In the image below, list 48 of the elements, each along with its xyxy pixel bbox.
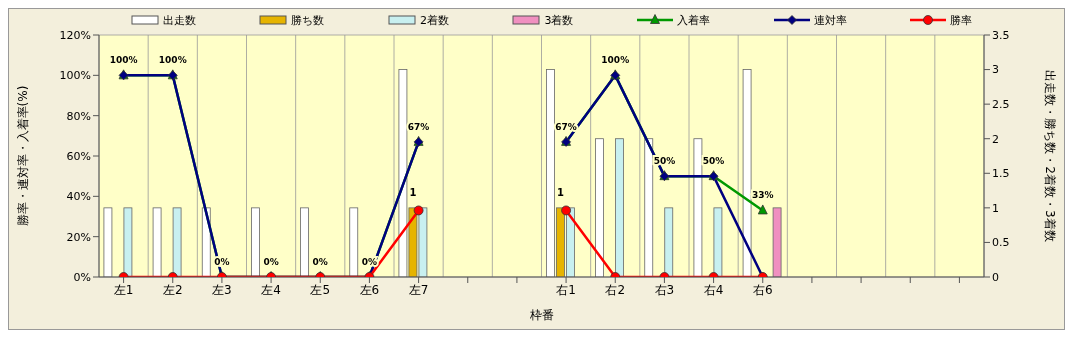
x-tick-label: 左1 (113, 282, 134, 297)
y2-tick-label: 2 (992, 132, 999, 146)
x-tick-label: 左7 (408, 282, 429, 297)
y-tick-label: 40% (66, 190, 91, 204)
x-tick-label: 左2 (162, 282, 183, 297)
y2-tick-label: 1 (992, 201, 999, 215)
x-tick-label: 右1 (556, 282, 576, 297)
data-label: 33% (751, 190, 774, 201)
legend-label: 3着数 (544, 12, 574, 28)
y-tick-label: 120% (59, 28, 91, 42)
y-axis-title: 勝率・連対率・入着率(%) (16, 85, 31, 227)
data-label: 50% (702, 156, 725, 167)
x-tick-label: 左6 (359, 282, 380, 297)
x-tick-label: 左4 (261, 282, 281, 297)
y-tick-label: 100% (59, 69, 91, 83)
data-label: 100% (601, 55, 630, 66)
x-tick-label: 左3 (212, 282, 232, 297)
y2-tick-label: 3.5 (992, 28, 1010, 42)
y2-tick-label: 3 (992, 63, 999, 77)
legend-label: 勝率 (950, 12, 973, 28)
data-label: 0% (312, 257, 328, 267)
data-label: 100% (158, 55, 187, 66)
y-tick-label: 20% (66, 230, 91, 244)
y2-tick-label: 2.5 (992, 98, 1010, 112)
x-axis-title: 枠番 (528, 308, 554, 322)
y-tick-label: 60% (66, 149, 91, 163)
data-label: 1 (409, 186, 417, 198)
legend-label: 出走数 (162, 12, 196, 28)
data-label: 67% (555, 121, 577, 132)
y2-tick-label: 0 (992, 270, 999, 284)
legend-label: 勝ち数 (291, 12, 325, 28)
y2-axis-title: 出走数・勝ち数・2着数・3着数 (1042, 70, 1057, 242)
y2-tick-label: 0.5 (992, 236, 1010, 250)
x-tick-label: 右6 (752, 282, 773, 297)
legend-label: 2着数 (419, 12, 449, 28)
data-label: 0% (263, 257, 279, 267)
data-label: 67% (407, 121, 430, 132)
y2-tick-label: 1.5 (992, 167, 1010, 181)
x-tick-label: 右2 (605, 282, 626, 297)
y-tick-label: 80% (66, 109, 91, 123)
data-label: 100% (109, 55, 138, 66)
legend-label: 連対率 (813, 12, 847, 28)
y-tick-label: 0% (73, 270, 91, 284)
x-tick-label: 右4 (703, 282, 724, 297)
legend-label: 入着率 (677, 12, 711, 28)
data-label: 1 (556, 186, 564, 198)
x-tick-label: 左5 (310, 282, 331, 297)
x-tick-label: 右3 (654, 282, 675, 297)
